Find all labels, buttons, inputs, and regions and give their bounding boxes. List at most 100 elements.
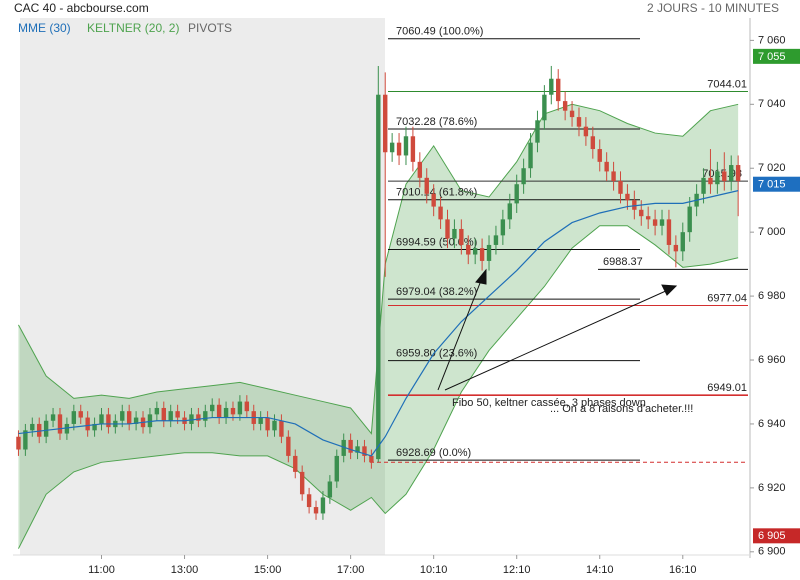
- candle-body: [535, 120, 540, 143]
- candle-body: [708, 177, 713, 185]
- candle-body: [729, 165, 734, 182]
- candle-body: [43, 420, 49, 437]
- candle-body: [57, 414, 63, 434]
- chart-title: CAC 40 - abcbourse.com: [14, 1, 149, 15]
- candle-body: [452, 228, 457, 239]
- candle-body: [348, 439, 353, 453]
- candle-body: [50, 414, 56, 421]
- candle-body: [735, 165, 741, 182]
- y-tick-label: 7 040: [758, 98, 786, 110]
- candle-body: [161, 407, 166, 421]
- candle-body: [133, 417, 139, 424]
- candle-body: [701, 177, 706, 194]
- legend-keltner[interactable]: KELTNER (20, 2): [87, 21, 179, 35]
- price-tag: [753, 528, 800, 544]
- y-tick-label: 6 980: [758, 290, 786, 302]
- y-tick-label: 7 020: [758, 162, 786, 174]
- candle-body: [244, 401, 250, 412]
- candle-body: [210, 404, 215, 412]
- candle-body: [154, 407, 160, 415]
- candle-body: [639, 209, 644, 217]
- candle-body: [645, 216, 651, 220]
- candle-body: [327, 481, 333, 498]
- candle-body: [410, 136, 416, 162]
- candle-body: [715, 171, 720, 185]
- candle-body: [611, 171, 616, 182]
- candle-body: [680, 232, 685, 252]
- candle-body: [120, 411, 125, 421]
- candle-body: [618, 181, 623, 194]
- candle-body: [673, 244, 679, 252]
- candle-body: [472, 248, 478, 255]
- previous-day-shade: [20, 18, 385, 555]
- y-tick-label: 6 900: [758, 546, 786, 558]
- price-tag-label: 6 905: [758, 530, 786, 542]
- candle-body: [272, 420, 277, 431]
- candle-body: [632, 200, 637, 210]
- y-tick-label: 6 920: [758, 482, 786, 494]
- candle-body: [493, 235, 499, 245]
- annotation: ... On a 8 raisons d'acheter.!!!: [550, 403, 693, 415]
- candle-body: [313, 507, 319, 514]
- mme-line: [18, 190, 739, 457]
- y-tick-label: 7 060: [758, 34, 786, 46]
- candle-body: [64, 423, 70, 434]
- price-tag-label: 7 055: [758, 51, 786, 63]
- y-tick-label: 7 000: [758, 226, 786, 238]
- candle-body: [299, 471, 305, 495]
- candle-body: [92, 423, 97, 431]
- arrow: [444, 289, 669, 391]
- candle-body: [514, 184, 519, 204]
- price-tag: [753, 176, 800, 192]
- x-tick-label: 15:00: [254, 564, 282, 576]
- x-tick-label: 10:10: [420, 564, 448, 576]
- fibo-label: 6994.59 (50.0%): [396, 236, 477, 248]
- candle-body: [521, 168, 526, 185]
- keltner-lower: [18, 225, 739, 549]
- candle-body: [556, 78, 561, 102]
- candle-body: [479, 248, 485, 261]
- fibo-label: 7060.49 (100.0%): [396, 26, 483, 38]
- candle-body: [320, 497, 326, 514]
- arrows: [437, 268, 678, 391]
- legend-pivots[interactable]: PIVOTS: [188, 21, 232, 35]
- candle-body: [258, 417, 263, 424]
- candle-body: [362, 446, 367, 456]
- candle-body: [355, 446, 360, 453]
- price-tag: [753, 48, 800, 64]
- candle-body: [583, 126, 589, 137]
- candle-body: [30, 423, 35, 431]
- arrowhead: [661, 284, 678, 296]
- x-tick-label: 16:10: [669, 564, 697, 576]
- candle-body: [223, 407, 229, 418]
- candle-body: [203, 411, 208, 421]
- candle-body: [549, 78, 554, 95]
- candle-body: [528, 142, 533, 169]
- candle-body: [445, 219, 450, 239]
- candle-body: [23, 430, 28, 450]
- candle-body: [687, 206, 692, 233]
- candle-body: [507, 203, 512, 220]
- candle-body: [542, 94, 547, 121]
- fibo-label: 7032.28 (78.6%): [396, 116, 477, 128]
- chart-subtitle: 2 JOURS - 10 MINUTES: [647, 1, 779, 15]
- candle-body: [71, 411, 77, 424]
- candle-body: [396, 142, 402, 156]
- legend-mme[interactable]: MME (30): [18, 21, 71, 35]
- candle-body: [666, 219, 672, 245]
- fibo-label: 6979.04 (38.2%): [396, 286, 477, 298]
- y-tick-label: 6 940: [758, 418, 786, 430]
- x-tick-label: 12:10: [503, 564, 531, 576]
- candle-body: [126, 411, 132, 424]
- candle-body: [286, 436, 291, 456]
- candle-body: [576, 117, 582, 127]
- candle-body: [389, 142, 395, 153]
- level-label: 6977.04: [707, 292, 747, 304]
- candle-body: [659, 219, 665, 226]
- candle-body: [590, 136, 596, 150]
- candle-body: [604, 161, 609, 172]
- candle-body: [500, 219, 506, 236]
- candle-body: [216, 404, 222, 418]
- level-label: 7044.01: [707, 78, 747, 90]
- arrow: [437, 277, 483, 391]
